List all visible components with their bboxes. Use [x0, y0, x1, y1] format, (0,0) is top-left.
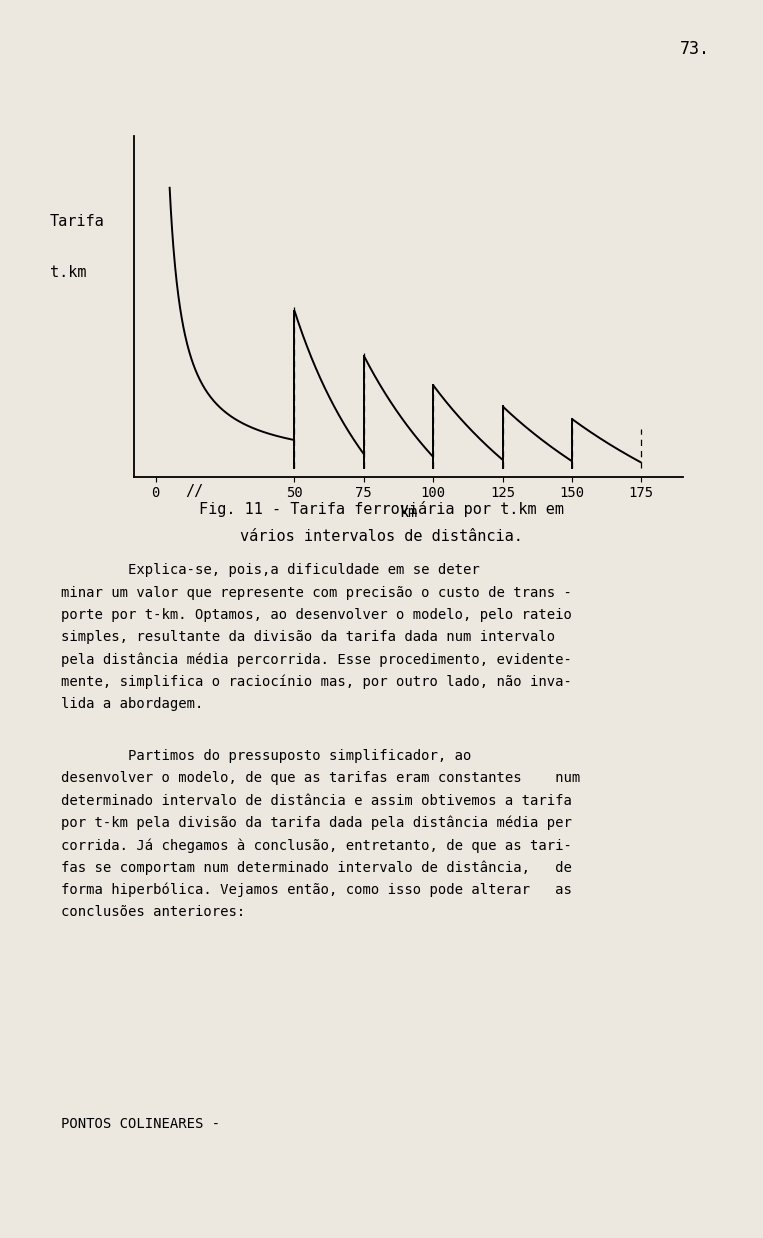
Text: mente, simplifica o raciocínio mas, por outro lado, não inva-: mente, simplifica o raciocínio mas, por …	[61, 675, 572, 690]
Text: corrida. Já chegamos à conclusão, entretanto, de que as tari-: corrida. Já chegamos à conclusão, entret…	[61, 838, 572, 853]
Text: fas se comportam num determinado intervalo de distância,   de: fas se comportam num determinado interva…	[61, 860, 572, 875]
Text: por t-km pela divisão da tarifa dada pela distância média per: por t-km pela divisão da tarifa dada pel…	[61, 816, 572, 831]
Text: minar um valor que represente com precisão o custo de trans -: minar um valor que represente com precis…	[61, 586, 572, 599]
Text: determinado intervalo de distância e assim obtivemos a tarifa: determinado intervalo de distância e ass…	[61, 794, 572, 807]
Text: pela distância média percorrida. Esse procedimento, evidente-: pela distância média percorrida. Esse pr…	[61, 652, 572, 667]
Text: porte por t-km. Optamos, ao desenvolver o modelo, pelo rateio: porte por t-km. Optamos, ao desenvolver …	[61, 608, 572, 621]
Text: t.km: t.km	[50, 265, 86, 280]
Text: Tarifa: Tarifa	[50, 214, 105, 229]
Text: Fig. 11 - Tarifa ferroviária por t.km em: Fig. 11 - Tarifa ferroviária por t.km em	[199, 501, 564, 517]
Text: lida a abordagem.: lida a abordagem.	[61, 697, 204, 711]
Text: PONTOS COLINEARES -: PONTOS COLINEARES -	[61, 1117, 221, 1130]
Text: simples, resultante da divisão da tarifa dada num intervalo: simples, resultante da divisão da tarifa…	[61, 630, 555, 644]
Text: 73.: 73.	[680, 40, 710, 58]
Text: Partimos do pressuposto simplificador, ao: Partimos do pressuposto simplificador, a…	[61, 749, 472, 763]
Text: vários intervalos de distância.: vários intervalos de distância.	[240, 529, 523, 543]
X-axis label: km: km	[399, 505, 417, 520]
Text: conclusões anteriores:: conclusões anteriores:	[61, 905, 245, 919]
Text: forma hiperbólica. Vejamos então, como isso pode alterar   as: forma hiperbólica. Vejamos então, como i…	[61, 883, 572, 898]
Text: //: //	[185, 484, 204, 499]
Text: desenvolver o modelo, de que as tarifas eram constantes    num: desenvolver o modelo, de que as tarifas …	[61, 771, 581, 785]
Text: Explica-se, pois,a dificuldade em se deter: Explica-se, pois,a dificuldade em se det…	[61, 563, 480, 577]
